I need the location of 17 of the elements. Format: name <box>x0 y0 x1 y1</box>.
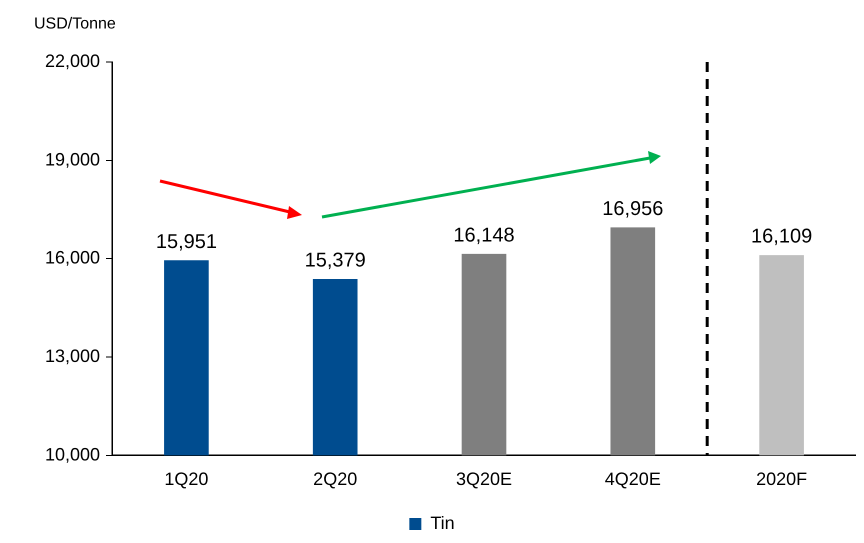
y-tick-label: 16,000 <box>44 248 100 268</box>
x-tick-label: 2Q20 <box>313 469 358 490</box>
y-axis-title: USD/Tonne <box>34 15 116 32</box>
x-tick-label: 4Q20E <box>604 469 661 490</box>
data-label: 16,109 <box>751 226 812 248</box>
x-tick-label: 3Q20E <box>456 469 512 490</box>
data-label: 16,956 <box>602 198 664 220</box>
data-label: 16,148 <box>453 224 515 246</box>
data-label: 15,379 <box>304 250 366 272</box>
y-tick-label: 13,000 <box>44 346 100 366</box>
legend-label: Tin <box>430 512 455 533</box>
y-tick-label: 19,000 <box>44 149 100 170</box>
y-tick-label: 22,000 <box>44 50 100 71</box>
x-tick-label: 1Q20 <box>164 469 208 490</box>
y-tick-label: 10,000 <box>44 444 100 464</box>
x-tick-label: 2020F <box>756 469 808 490</box>
data-label: 15,951 <box>156 230 217 253</box>
